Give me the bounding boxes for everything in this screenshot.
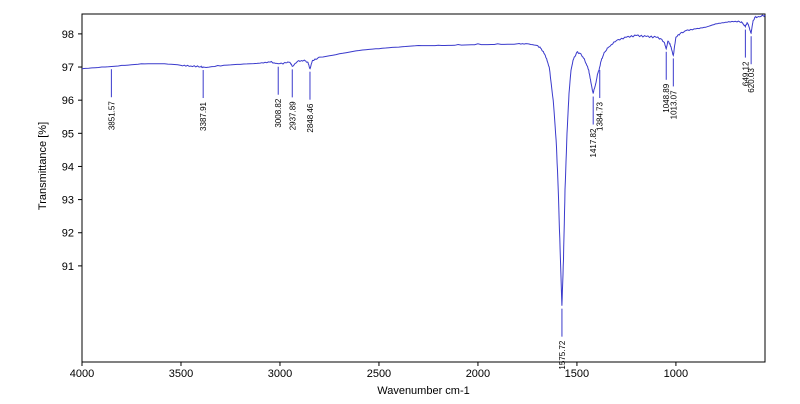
x-tick-label: 1000	[664, 368, 688, 380]
peak-label: 3008.82	[274, 98, 283, 127]
x-tick-label: 3000	[268, 368, 292, 380]
peak-label: 1048.89	[662, 83, 671, 112]
y-tick-label: 97	[62, 62, 74, 74]
y-tick-label: 92	[62, 228, 74, 240]
plot-frame	[81, 13, 766, 363]
peak-label: 649.12	[741, 61, 750, 86]
peak-label: 3387.91	[199, 101, 208, 130]
peak-label: 1013.07	[669, 90, 678, 119]
peak-label: 1575.72	[558, 340, 567, 369]
x-tick-label: 4000	[70, 368, 94, 380]
x-tick-label: 3500	[169, 368, 193, 380]
y-axis-ticks: 91 92 93 94 95 96 97 98	[62, 29, 82, 273]
y-tick-label: 98	[62, 29, 74, 41]
peak-label: 2937.89	[288, 101, 297, 130]
peak-label: 1417.82	[589, 128, 598, 157]
x-tick-label: 2000	[466, 368, 490, 380]
y-tick-label: 91	[62, 261, 74, 273]
x-tick-label: 1500	[565, 368, 589, 380]
peak-label: 2848.46	[306, 103, 315, 132]
y-tick-label: 95	[62, 128, 74, 140]
x-tick-label: 2500	[367, 368, 391, 380]
y-tick-label: 96	[62, 95, 74, 107]
x-axis-title: Wavenumber cm-1	[377, 385, 470, 397]
y-tick-label: 94	[62, 161, 74, 173]
y-tick-label: 93	[62, 195, 74, 207]
y-axis-title: Transmittance [%]	[37, 122, 49, 210]
peak-label: 620.03	[747, 68, 756, 93]
x-axis-ticks: 4000 3500 3000 2500 2000 1500 1000	[70, 362, 688, 380]
spectrum-series-line	[81, 14, 766, 306]
peak-label: 3851.57	[107, 101, 116, 130]
peak-label: 1384.73	[596, 101, 605, 130]
peak-annotations: 3851.57 3387.91 3008.82 2937.89 2848.46 1575.…	[107, 29, 756, 370]
